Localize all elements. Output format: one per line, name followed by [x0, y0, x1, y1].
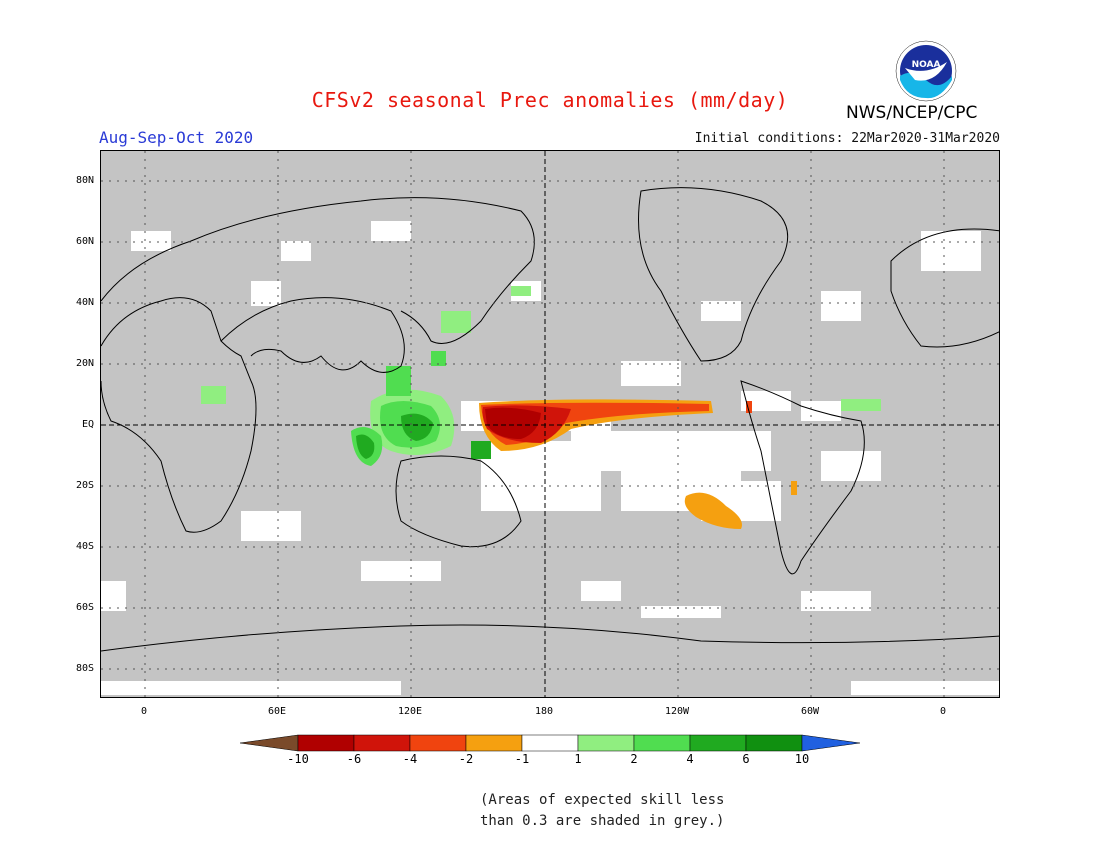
- anomaly-map: [100, 150, 1000, 698]
- lat-label: 60N: [75, 236, 94, 247]
- white-patches: [101, 221, 999, 695]
- initial-conditions: Initial conditions: 22Mar2020-31Mar2020: [694, 131, 1000, 146]
- colorbar-label: -4: [402, 752, 418, 766]
- colorbar-segment: [353, 734, 411, 752]
- lat-label: 40S: [75, 541, 94, 552]
- colorbar-segment: [801, 734, 861, 752]
- colorbar-segment: [577, 734, 635, 752]
- lat-label: 80S: [75, 663, 94, 674]
- lat-label: EQ: [81, 419, 94, 430]
- lon-label: 120E: [397, 706, 423, 717]
- lat-label: 20S: [75, 480, 94, 491]
- colorbar-label: 10: [794, 752, 810, 766]
- lon-label: 60W: [800, 706, 820, 717]
- lon-label: 180: [534, 706, 554, 717]
- colorbar-segment: [633, 734, 691, 752]
- colorbar-segment: [521, 734, 579, 752]
- logo-text: NOAA: [912, 60, 941, 70]
- lon-label: 0: [140, 706, 148, 717]
- lat-label: 40N: [75, 297, 94, 308]
- noaa-logo-icon: NOAA: [895, 40, 957, 102]
- gridlines: [101, 151, 999, 697]
- map-title: CFSv2 seasonal Prec anomalies (mm/day): [311, 88, 789, 112]
- colorbar-label: 6: [742, 752, 750, 766]
- colorbar-segment: [297, 734, 355, 752]
- colorbar-label: -10: [287, 752, 309, 766]
- lat-label: 60S: [75, 602, 94, 613]
- positive-anomalies: [201, 286, 881, 466]
- coastlines: [101, 187, 999, 652]
- skill-note-line2: than 0.3 are shaded in grey.): [480, 813, 725, 829]
- negative-anomalies: [479, 399, 797, 529]
- colorbar-segment: [240, 734, 299, 752]
- colorbar-label: -1: [514, 752, 530, 766]
- lon-label: 60E: [267, 706, 287, 717]
- colorbar-segment: [745, 734, 803, 752]
- lon-label: 0: [939, 706, 947, 717]
- colorbar: [240, 734, 861, 752]
- colorbar-segment: [409, 734, 467, 752]
- colorbar-segment: [465, 734, 523, 752]
- colorbar-label: -6: [346, 752, 362, 766]
- lon-label: 120W: [664, 706, 690, 717]
- colorbar-label: -2: [458, 752, 474, 766]
- colorbar-label: 2: [630, 752, 638, 766]
- skill-note: (Areas of expected skill less than 0.3 a…: [480, 790, 724, 832]
- agency-label: NWS/NCEP/CPC: [846, 103, 978, 123]
- colorbar-label: 1: [574, 752, 582, 766]
- map-canvas: [101, 151, 999, 697]
- colorbar-segment: [689, 734, 747, 752]
- lat-label: 80N: [75, 175, 94, 186]
- season-label: Aug-Sep-Oct 2020: [99, 128, 254, 147]
- colorbar-label: 4: [686, 752, 694, 766]
- skill-note-line1: (Areas of expected skill less: [480, 792, 725, 808]
- lat-label: 20N: [75, 358, 94, 369]
